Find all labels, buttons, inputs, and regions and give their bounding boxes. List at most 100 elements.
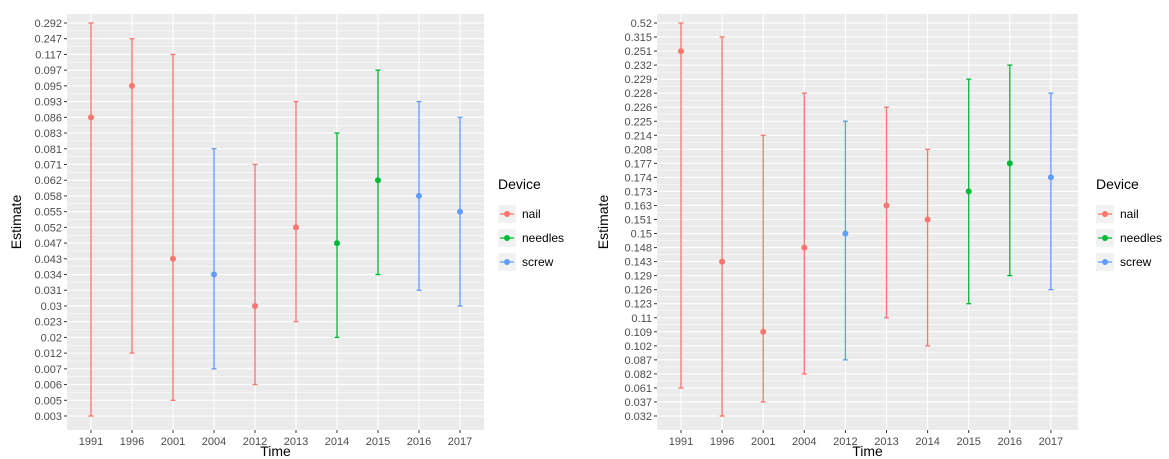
chart-left: 0.003 0.005 0.006 0.007 0.012 0.02 0.023 0.03 0.…: [8, 14, 564, 459]
y-tick-label: 0.037: [624, 397, 652, 409]
y-tick-label: 0.173: [624, 186, 652, 198]
y-tick-label: 0.007: [34, 364, 62, 376]
y-tick-label: 0.082: [624, 369, 652, 381]
y-axis-title: Estimate: [8, 195, 24, 250]
data-point-2001: [170, 255, 176, 262]
x-tick-label: 2015: [366, 436, 390, 448]
errorbar-2013: [884, 106, 889, 319]
x-tick-label: 2001: [751, 436, 775, 448]
x-tick-label: 2004: [202, 436, 226, 448]
errorbar-2016: [1007, 64, 1013, 277]
legend-key-point: [1102, 259, 1108, 265]
y-tick-label: 0.228: [624, 88, 652, 100]
y-tick-label: 0.005: [34, 395, 62, 407]
y-tick-label: 0.032: [624, 411, 652, 423]
y-tick-label: 0.129: [624, 271, 652, 283]
x-tick-label: 2004: [792, 436, 816, 448]
y-tick-label: 0.117: [35, 49, 62, 61]
errorbar-2004: [801, 92, 807, 375]
data-point-1996: [129, 82, 135, 89]
y-tick-label: 0.034: [34, 270, 62, 282]
x-tick-label: 2014: [915, 436, 939, 448]
y-tick-label: 0.061: [624, 383, 652, 395]
y-tick-label: 0.031: [34, 285, 62, 297]
y-tick-label: 0.214: [624, 130, 652, 142]
x-tick-label: 1991: [669, 436, 693, 448]
y-axis-title: Estimate: [595, 195, 611, 250]
x-axis-title: Time: [852, 443, 883, 459]
x-tick-label: 2012: [833, 436, 857, 448]
y-tick-label: 0.251: [624, 46, 652, 58]
legend-item-screw: screw: [1096, 253, 1152, 271]
y-tick-label: 0.055: [34, 207, 62, 219]
plot-panel: [657, 14, 1078, 430]
legend-key-point: [504, 235, 510, 241]
data-point-2016: [1006, 160, 1013, 167]
y-tick-label: 0.03: [41, 301, 62, 313]
plot-panel: [67, 14, 484, 430]
y-tick-label: 0.083: [34, 128, 62, 140]
errorbar-2012: [252, 163, 258, 386]
data-point-2004: [211, 271, 217, 278]
errorbar-2014: [925, 148, 931, 347]
y-tick-label: 0.11: [631, 313, 652, 325]
x-tick-label: 1991: [79, 436, 103, 448]
y-tick-label: 0.086: [34, 112, 62, 124]
data-point-2004: [801, 244, 808, 251]
y-tick-label: 0.102: [624, 341, 652, 353]
data-point-1991: [88, 114, 94, 121]
legend-title: Device: [498, 176, 541, 192]
x-tick-label: 1996: [710, 436, 734, 448]
x-tick-label: 2015: [956, 436, 980, 448]
y-tick-label: 0.097: [34, 65, 62, 77]
x-tick-label: 2013: [284, 436, 308, 448]
data-point-2001: [760, 328, 767, 335]
y-tick-label: 0.043: [34, 254, 62, 266]
legend-item-nail: nail: [1096, 205, 1139, 223]
legend-item-nail: nail: [498, 205, 541, 223]
y-tick-label: 0.126: [624, 285, 652, 297]
data-point-2014: [334, 240, 340, 247]
data-point-2014: [924, 216, 931, 223]
errorbar-1996: [719, 36, 725, 417]
x-tick-label: 2012: [243, 436, 267, 448]
x-tick-label: 2016: [998, 436, 1022, 448]
x-tick-label: 2017: [448, 436, 472, 448]
data-point-1996: [719, 258, 726, 265]
errorbar-1991: [88, 22, 94, 417]
y-tick-label: 0.052: [34, 222, 62, 234]
y-tick-label: 0.177: [624, 158, 652, 170]
errorbar-2013: [293, 100, 299, 323]
data-point-2013: [883, 202, 890, 209]
y-tick-label: 0.071: [34, 159, 62, 171]
x-tick-label: 2016: [407, 436, 431, 448]
x-tick-label: 2013: [874, 436, 898, 448]
errorbar-2001: [170, 53, 176, 401]
y-tick-label: 0.247: [34, 34, 62, 46]
data-point-2015: [965, 188, 972, 195]
errorbar-2012: [842, 120, 848, 361]
y-tick-label: 0.163: [624, 200, 652, 212]
legend-title: Device: [1096, 176, 1139, 192]
data-point-1991: [678, 48, 684, 55]
legend-item-needles: needles: [1096, 229, 1162, 247]
y-tick-label: 0.208: [624, 144, 652, 156]
legend-item-screw: screw: [498, 253, 554, 271]
legend-label-screw: screw: [522, 255, 554, 269]
y-tick-label: 0.012: [34, 348, 62, 360]
data-point-2012: [252, 302, 258, 309]
y-tick-label: 0.003: [34, 411, 62, 423]
x-tick-label: 2017: [1039, 436, 1063, 448]
legend: Device nail needles screw: [498, 176, 564, 271]
legend-label-needles: needles: [522, 231, 564, 245]
y-tick-label: 0.093: [34, 97, 62, 109]
data-point-2015: [375, 177, 381, 184]
errorbar-2017: [1048, 92, 1054, 291]
legend-label-screw: screw: [1120, 255, 1152, 269]
x-axis-title: Time: [260, 443, 291, 459]
data-point-2016: [416, 192, 422, 199]
data-point-2017: [1047, 174, 1054, 181]
y-tick-label: 0.006: [34, 380, 62, 392]
legend-key-point: [1102, 235, 1108, 241]
